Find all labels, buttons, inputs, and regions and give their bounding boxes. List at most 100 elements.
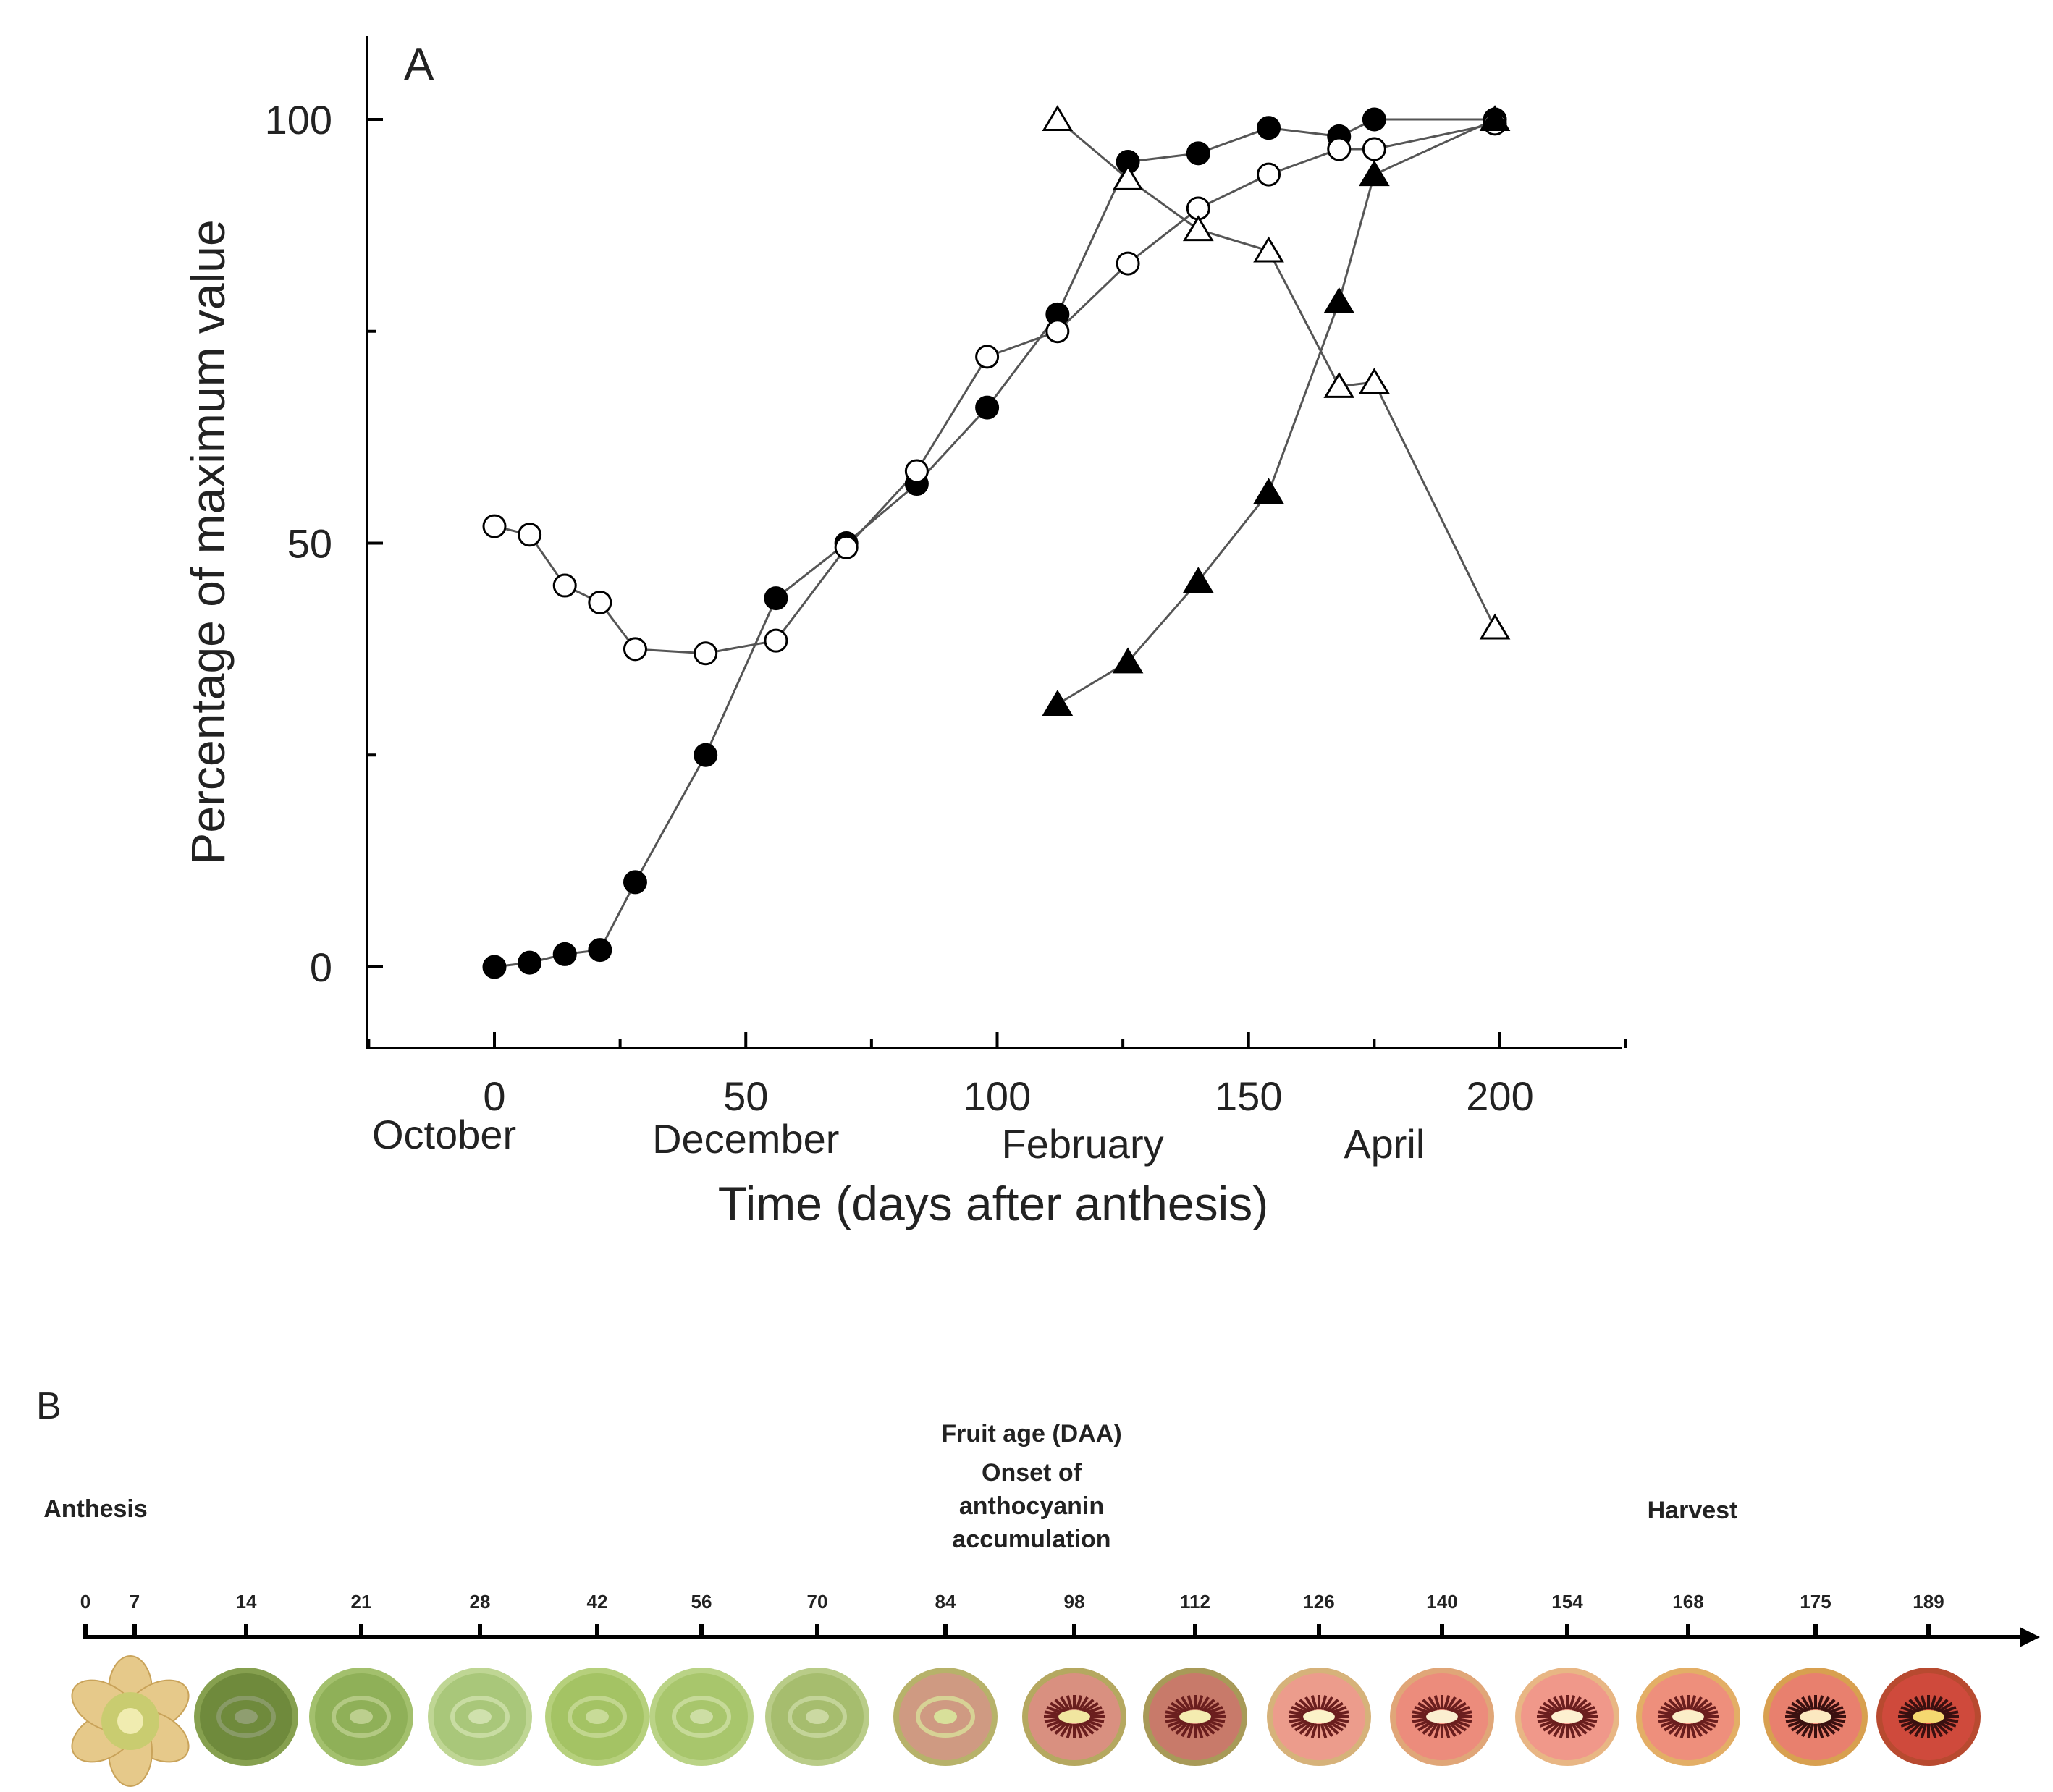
fruit-core [350,1709,373,1724]
fruit-seed [1577,1718,1595,1728]
fruit-cross-section-189 [1876,1668,1981,1766]
fruit-seed [1573,1699,1588,1712]
data-point-filled-triangle [1112,647,1144,674]
fruit-seed [1679,1723,1687,1738]
fruit-seed [1066,1695,1074,1710]
fruit-inner-ring [788,1696,847,1738]
timeline-day-label: 126 [1303,1591,1334,1613]
fruit-seed [1821,1699,1836,1712]
fruit-seed [1196,1723,1204,1738]
fruit-seed [1821,1721,1836,1735]
fruit-seed [1203,1702,1220,1714]
fruit-seed [1664,1702,1680,1714]
fruit-seed [1674,1696,1685,1712]
fruit-seed [1547,1699,1561,1712]
fruit-seed [1696,1720,1713,1732]
fruit-seed [1066,1723,1074,1738]
fruit-seed [1824,1720,1840,1732]
fruit-seed [1291,1706,1310,1715]
fruit-seed [1201,1721,1215,1735]
data-point-open-triangle [1112,164,1144,190]
fruit-seed [1054,1721,1068,1735]
x-tick-label: 150 [1215,1073,1282,1119]
fruit-core [1913,1710,1944,1723]
fruit-seed [1323,1696,1333,1712]
fruit-seed [1920,1695,1928,1710]
fruit-seed [1698,1706,1716,1715]
fruit-seed [1310,1695,1318,1710]
fruit-seed [1795,1721,1810,1735]
fruit-seed [1908,1721,1923,1735]
fruit-seed [1414,1706,1433,1715]
fruit-seed [1668,1699,1682,1712]
fruit-seed [1422,1721,1436,1735]
fruit-seed [1075,1723,1083,1738]
fruit-seed [1932,1696,1943,1712]
fruit-seed [1448,1721,1462,1735]
x-tick-label: 200 [1466,1073,1533,1119]
data-point-open-circle [1257,162,1281,187]
fruit-seed [1920,1723,1928,1738]
fruit-seed [1689,1723,1697,1738]
flower-core [117,1708,143,1734]
y-ticks: 0 50 100 [265,97,383,990]
data-point-open-circle [482,514,507,538]
onset-label-line-3: accumulation [952,1526,1110,1553]
fruit-seed [1568,1695,1576,1710]
fruit-seed [1801,1696,1812,1712]
data-point-open-triangle [1479,613,1511,640]
data-point-open-triangle [1182,215,1214,242]
fruit-seed [1310,1723,1318,1738]
timeline-day-label: 14 [236,1591,257,1613]
fruit-seed [1448,1699,1462,1712]
fruit-cross-section-98 [1022,1668,1126,1766]
anthesis-label: Anthesis [43,1495,148,1523]
fruit-seed [1325,1699,1339,1712]
fruit-seed [1914,1722,1925,1738]
fruit-seed [1205,1706,1223,1715]
fruit-cross-section-175 [1763,1668,1868,1766]
fruit-seed [1084,1718,1103,1728]
fruit-core [235,1709,258,1724]
data-point-filled-triangle [1182,567,1214,593]
x-tick-label: 100 [964,1073,1031,1119]
fruit-seed [1819,1722,1830,1738]
fruit-seed [1446,1722,1457,1738]
fruit-seed [1046,1718,1065,1728]
panel-a-label: A [404,40,434,90]
data-point-open-circle [588,590,612,614]
fruit-seed [1171,1720,1187,1732]
fruit-seed [1904,1702,1921,1714]
fruit-seed [1692,1722,1703,1738]
fruit-inner-ring [332,1696,391,1738]
fruit-seed [1689,1695,1697,1710]
fruit-seed [1694,1721,1708,1735]
fruit-seed [1694,1699,1708,1712]
fruit-seed [1936,1702,1953,1714]
fruit-seed [1199,1722,1210,1738]
fruit-seed [1294,1702,1311,1714]
fruit-seed [1175,1699,1189,1712]
fruit-seed [1825,1706,1844,1715]
timeline-day-label: 112 [1180,1591,1210,1613]
fruit-seed [1573,1721,1588,1735]
fruit-seed [1914,1696,1925,1712]
data-point-filled-circle [518,950,542,975]
fruit-seed [1304,1696,1315,1712]
fruit-core [1672,1710,1704,1723]
fruit-cross-section-21 [309,1668,413,1766]
timeline-day-label: 0 [80,1591,90,1613]
data-point-open-circle [694,641,718,666]
data-point-filled-circle [975,395,1000,420]
fruit-seed [1553,1722,1564,1738]
fruit-seed [1660,1718,1679,1728]
timeline-day-label: 21 [351,1591,372,1613]
data-point-open-triangle [1253,236,1284,263]
fruit-seed [1181,1696,1192,1712]
data-point-filled-circle [588,938,612,963]
fruit-seed [1559,1723,1567,1738]
fruit-seed [1664,1720,1680,1732]
timeline-ticks: 0 7 14 21 28 42 56 70 84 98 112 126 140 154 168 175 189 [80,1591,1944,1637]
fruit-seed [1186,1695,1194,1710]
data-point-filled-triangle [1479,105,1511,131]
